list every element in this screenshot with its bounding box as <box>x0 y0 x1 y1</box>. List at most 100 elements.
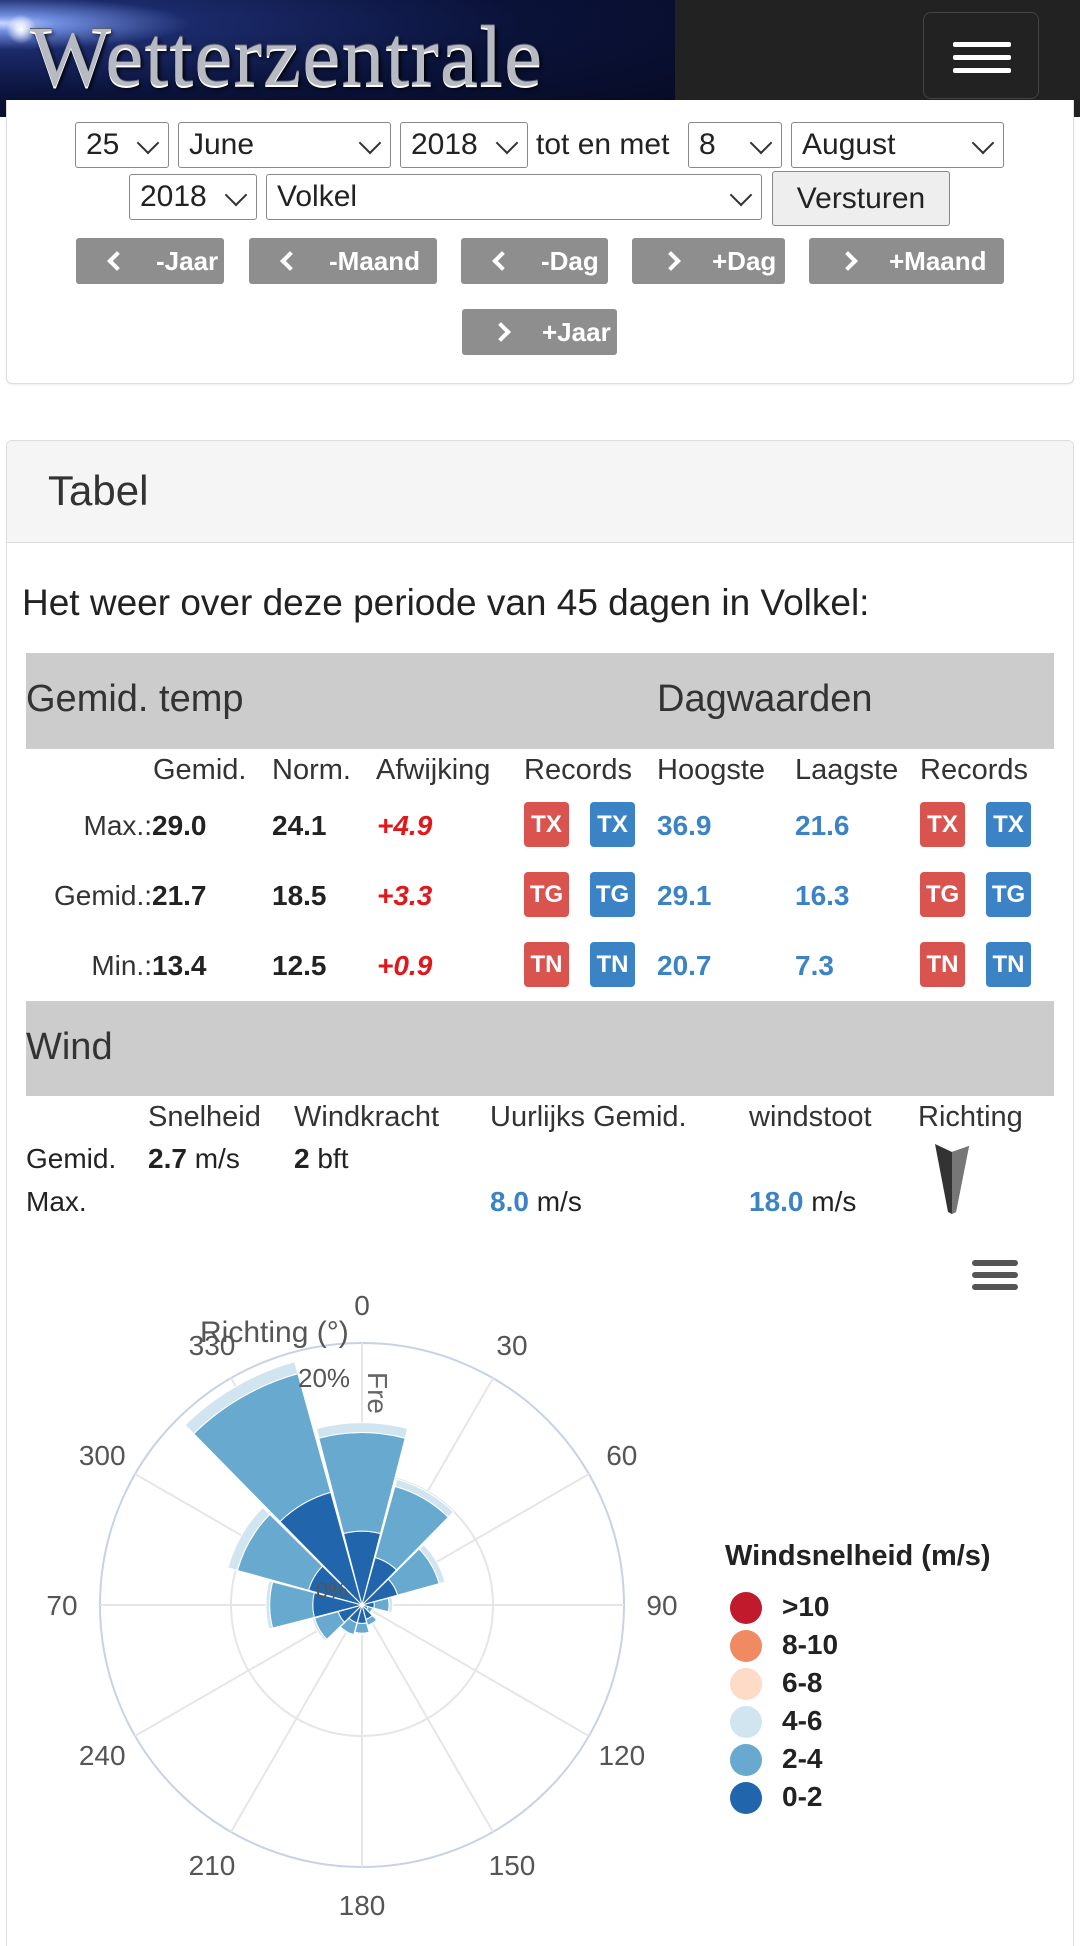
next-month-label: +Maand <box>889 246 987 276</box>
col-laagste: Laagste <box>795 754 899 786</box>
top-navbar: Wetterzentrale <box>0 0 1080 117</box>
direction-label: 30 <box>496 1330 527 1361</box>
legend-label[interactable]: 6-8 <box>782 1667 823 1698</box>
wind-col-windkracht: Windkracht <box>294 1101 440 1133</box>
legend-label[interactable]: >10 <box>782 1591 830 1622</box>
wind-rose-segment[interactable] <box>387 1596 394 1614</box>
next-year-button[interactable]: +Jaar <box>462 309 617 355</box>
min-highest[interactable]: 20.7 <box>657 950 712 981</box>
station-value: Volkel <box>277 180 358 213</box>
submit-button[interactable]: Versturen <box>772 171 950 226</box>
day-record-low-tn-badge[interactable]: TN <box>986 942 1031 987</box>
wind-rose-chart: 0 30 60 90 120 150 180 210 240 70 300 330 Richting … <box>46 1290 677 1921</box>
direction-label: 150 <box>489 1850 536 1881</box>
start-year-value: 2018 <box>411 128 478 161</box>
direction-label: 60 <box>606 1440 637 1471</box>
day-record-high-tx-badge[interactable]: TX <box>920 802 965 847</box>
next-day-button[interactable]: +Dag <box>632 238 785 284</box>
wind-rose-segment[interactable] <box>227 1506 271 1572</box>
wind-rose-segment[interactable] <box>315 1422 409 1439</box>
start-year-select[interactable]: 2018 <box>400 122 528 168</box>
start-month-select[interactable]: June <box>178 122 391 168</box>
row-label-min: Min.: <box>91 950 152 981</box>
wind-rose-segment[interactable] <box>394 1478 455 1518</box>
chart-menu-icon[interactable] <box>972 1258 1018 1294</box>
end-day-value: 8 <box>699 128 716 161</box>
x-axis-title: Richting (°) <box>200 1316 349 1349</box>
prev-year-label: -Jaar <box>156 246 219 276</box>
record-high-tn-badge[interactable]: TN <box>524 942 569 987</box>
legend-label[interactable]: 0-2 <box>782 1781 823 1812</box>
day-record-high-tn-badge[interactable]: TN <box>920 942 965 987</box>
legend-marker[interactable] <box>730 1782 762 1814</box>
wind-rose-segment[interactable] <box>184 1361 299 1435</box>
record-high-tx-badge[interactable]: TX <box>524 802 569 847</box>
record-high-tg-badge[interactable]: TG <box>524 872 569 917</box>
legend-label[interactable]: 8-10 <box>782 1629 839 1660</box>
max-highest[interactable]: 36.9 <box>657 810 712 841</box>
end-day-select[interactable]: 8 <box>688 122 782 168</box>
legend-label[interactable]: 2-4 <box>782 1743 823 1774</box>
max-deviation: +4.9 <box>377 810 433 841</box>
day-record-high-tg-badge[interactable]: TG <box>920 872 965 917</box>
legend-marker[interactable] <box>730 1630 762 1662</box>
chevron-down-icon <box>136 131 160 155</box>
day-record-low-tg-badge[interactable]: TG <box>986 872 1031 917</box>
row-label-gemid: Gemid.: <box>53 880 152 911</box>
temp-section-label: Gemid. temp <box>26 678 244 720</box>
radial-label-0: 0% <box>316 1578 348 1603</box>
start-day-value: 25 <box>86 128 120 161</box>
legend-marker[interactable] <box>730 1592 762 1624</box>
wind-rose-segment[interactable] <box>265 1580 274 1630</box>
wind-hourly-max-value[interactable]: 8.0 <box>490 1186 529 1217</box>
legend-marker[interactable] <box>730 1668 762 1700</box>
wind-row-max: Max. <box>26 1186 87 1217</box>
range-separator: tot en met <box>536 128 670 161</box>
prev-day-button[interactable]: -Dag <box>461 238 608 284</box>
end-month-select[interactable]: August <box>791 122 1004 168</box>
chevron-down-icon <box>358 131 382 155</box>
panel-title: Tabel <box>48 467 149 514</box>
chevron-left-icon <box>280 251 300 271</box>
max-lowest[interactable]: 21.6 <box>795 810 850 841</box>
wind-gust-max: 18.0 m/s <box>749 1186 856 1218</box>
chevron-down-icon <box>729 183 753 207</box>
wind-avg-force: 2 bft <box>294 1143 349 1175</box>
wind-rose-segment[interactable] <box>311 1617 328 1642</box>
end-year-select[interactable]: 2018 <box>129 174 257 220</box>
direction-label: 240 <box>79 1740 126 1771</box>
wind-direction-arrow-icon <box>935 1144 969 1214</box>
station-select[interactable]: Volkel <box>266 174 762 220</box>
col-norm: Norm. <box>272 754 351 786</box>
direction-labels: 0 30 60 90 120 150 180 210 240 70 300 330 <box>46 1290 677 1921</box>
wind-row-gemid: Gemid. <box>26 1143 117 1174</box>
prev-year-button[interactable]: -Jaar <box>76 238 224 284</box>
min-norm: 12.5 <box>272 950 327 981</box>
legend-marker[interactable] <box>730 1744 762 1776</box>
legend-marker[interactable] <box>730 1706 762 1738</box>
direction-label: 0 <box>354 1290 370 1321</box>
period-summary: Het weer over deze periode van 45 dagen … <box>22 582 870 623</box>
col-gemid: Gemid. <box>153 754 247 786</box>
record-low-tx-badge[interactable]: TX <box>590 802 635 847</box>
direction-label: 90 <box>646 1590 677 1621</box>
mean-highest[interactable]: 29.1 <box>657 880 712 911</box>
record-low-tg-badge[interactable]: TG <box>590 872 635 917</box>
hamburger-icon[interactable] <box>923 12 1039 99</box>
mean-lowest[interactable]: 16.3 <box>795 880 850 911</box>
legend-label[interactable]: 4-6 <box>782 1705 823 1736</box>
day-record-low-tx-badge[interactable]: TX <box>986 802 1031 847</box>
next-month-button[interactable]: +Maand <box>809 238 1004 284</box>
wind-section-band <box>26 1001 1054 1096</box>
wind-rose-segment[interactable] <box>338 1626 355 1637</box>
start-day-select[interactable]: 25 <box>75 122 169 168</box>
record-low-tn-badge[interactable]: TN <box>590 942 635 987</box>
site-logo[interactable]: Wetterzentrale <box>0 0 675 117</box>
min-lowest[interactable]: 7.3 <box>795 950 834 981</box>
wind-rose-segment[interactable] <box>418 1543 446 1585</box>
chevron-right-icon <box>491 322 511 342</box>
mean-norm: 18.5 <box>272 880 327 911</box>
prev-month-button[interactable]: -Maand <box>249 238 437 284</box>
logo-text: Wetterzentrale <box>30 8 544 104</box>
wind-gust-max-value[interactable]: 18.0 <box>749 1186 804 1217</box>
